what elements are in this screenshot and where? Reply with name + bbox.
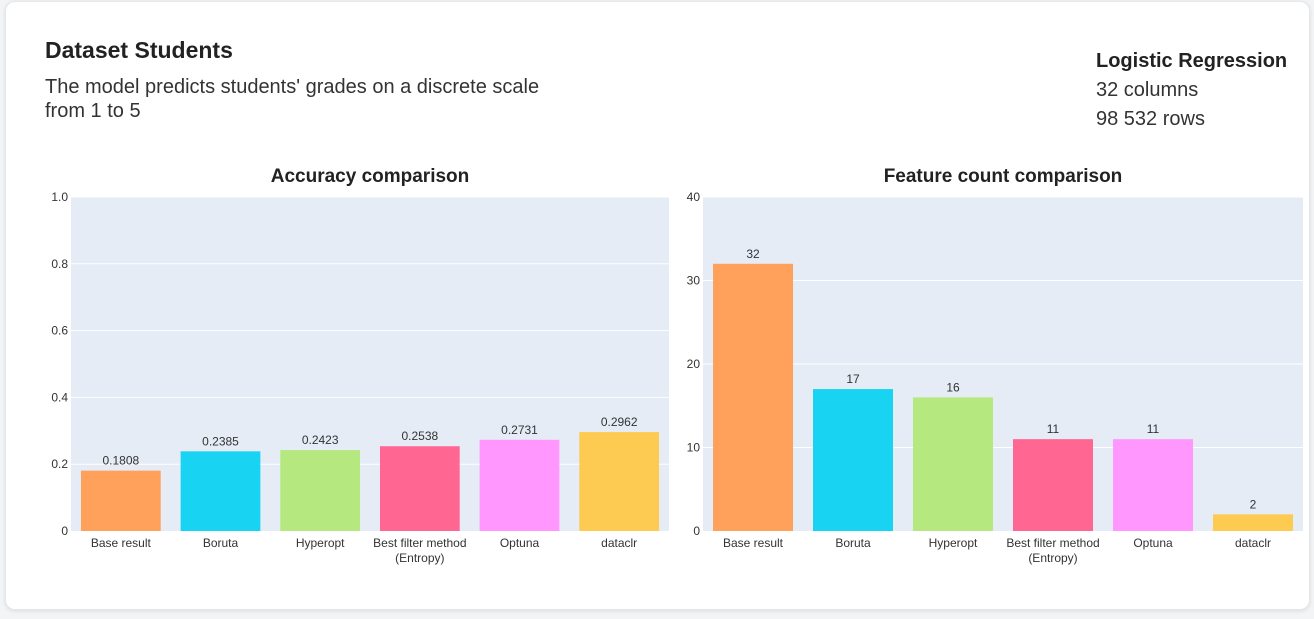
features-x-tick-label: Base result [723,536,784,550]
features-bar [1113,439,1193,531]
features-data-label: 2 [1250,497,1257,511]
accuracy-bar [579,432,660,531]
accuracy-data-label: 0.2385 [202,434,239,448]
features-bar [713,263,793,531]
accuracy-chart-title: Accuracy comparison [271,166,470,187]
dataset-title: Dataset Students [45,37,233,63]
features-chart-title: Feature count comparison [884,166,1123,187]
column-count: 32 columns [1096,79,1199,101]
accuracy-data-label: 0.2423 [302,433,339,447]
features-data-label: 32 [746,247,760,261]
accuracy-bar [80,470,161,531]
accuracy-x-tick-label: (Entropy) [395,551,444,565]
features-x-tick-label: Optuna [1133,536,1173,550]
accuracy-data-label: 0.2962 [601,415,638,429]
dataset-description: The model predicts students' grades on a… [45,76,540,122]
accuracy-x-tick-label: dataclr [601,536,637,550]
accuracy-chart: Accuracy comparison 0 0.2 0.4 0.6 0.8 1.0 0.180… [51,166,669,565]
features-x-tick-label: Hyperopt [929,536,978,550]
features-y-tick-label: 10 [687,441,701,455]
accuracy-data-label: 0.2538 [401,429,438,443]
features-bar [1213,514,1293,531]
accuracy-data-label: 0.2731 [501,423,538,437]
accuracy-bar [379,446,460,531]
accuracy-y-tick-label: 0.8 [51,257,68,271]
accuracy-bar [280,450,361,531]
features-x-tick-label: Boruta [835,536,871,550]
features-y-tick-label: 40 [687,190,701,204]
accuracy-x-tick-label: Boruta [203,536,239,550]
features-data-label: 11 [1147,422,1160,436]
accuracy-x-tick-label: Best filter method [373,536,466,550]
accuracy-y-tick-label: 0.6 [51,324,68,338]
features-y-tick-label: 0 [693,524,700,538]
features-x-tick-label: Best filter method [1006,536,1099,550]
accuracy-x-tick-label: Hyperopt [296,536,345,550]
features-data-label: 17 [846,372,860,386]
accuracy-x-tick-label: Base result [91,536,152,550]
features-x-tick-label: (Entropy) [1028,551,1077,565]
row-count: 98 532 rows [1096,108,1205,130]
accuracy-x-tick-label: Optuna [500,536,540,550]
accuracy-plot-area [71,197,669,531]
accuracy-y-tick-label: 0.4 [51,390,68,404]
features-x-tick-label: dataclr [1235,536,1271,550]
dataset-card: Dataset Students The model predicts stud… [5,1,1310,610]
features-y-tick-label: 20 [687,357,701,371]
accuracy-y-tick-label: 0.2 [51,457,68,471]
accuracy-bar [479,439,560,531]
accuracy-data-label: 0.1808 [102,454,139,468]
feature-count-chart: Feature count comparison 0 10 20 30 40 32 Base … [687,166,1303,565]
accuracy-bar [180,451,261,531]
features-y-tick-label: 30 [687,274,701,288]
accuracy-y-tick-label: 0 [61,524,68,538]
accuracy-y-tick-label: 1.0 [51,190,68,204]
features-data-label: 16 [946,380,960,394]
features-bar [913,397,993,531]
features-bar [1013,439,1093,531]
features-bar [813,389,893,531]
features-data-label: 11 [1047,422,1060,436]
model-info: Logistic Regression 32 columns 98 532 ro… [1096,47,1287,134]
model-name: Logistic Regression [1096,50,1288,72]
